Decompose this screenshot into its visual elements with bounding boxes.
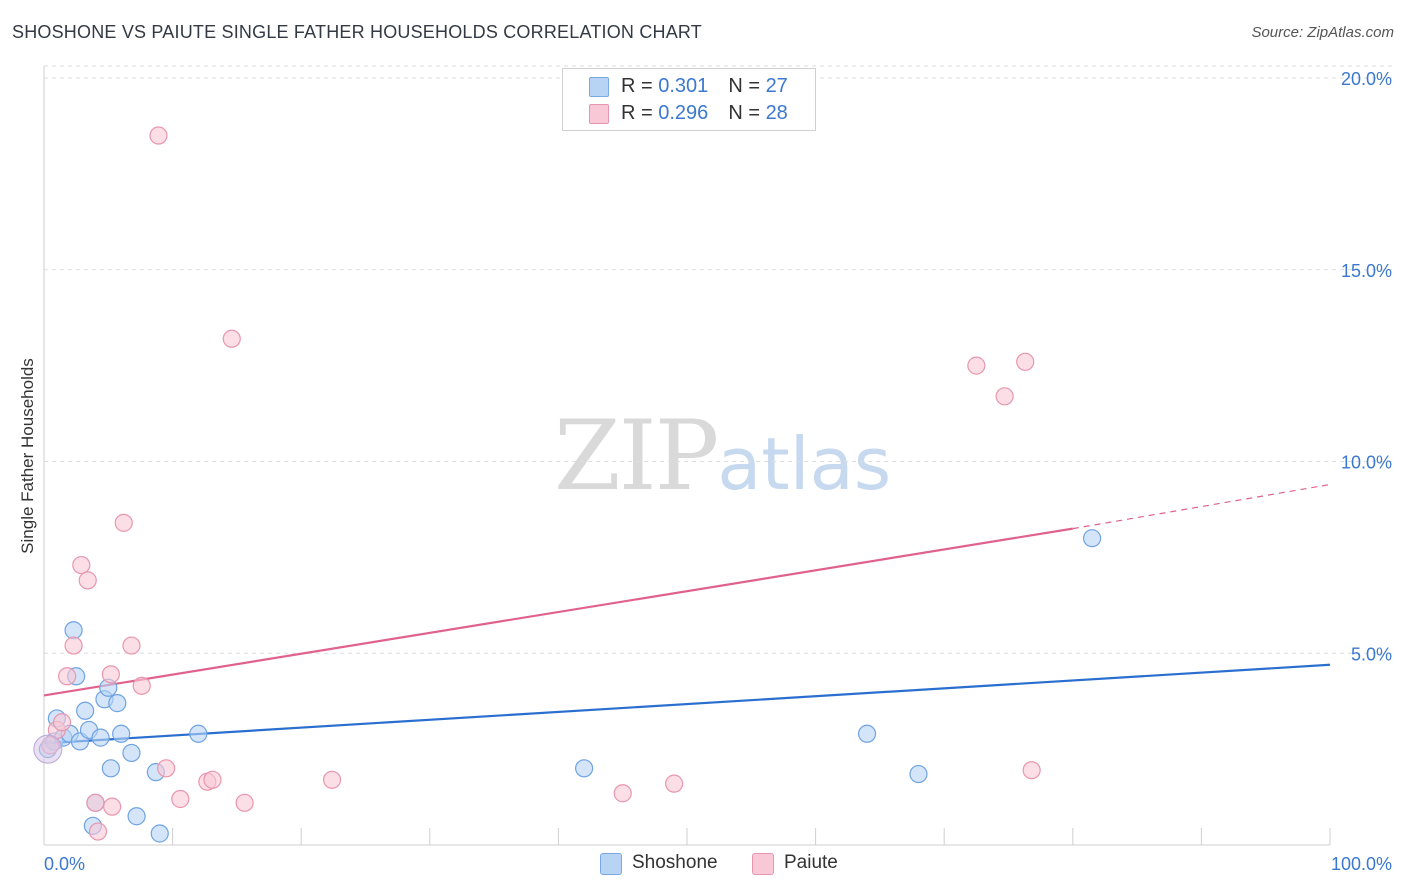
axes xyxy=(43,66,1331,846)
data-point-shoshone xyxy=(1082,529,1102,548)
data-point-shoshone xyxy=(909,764,928,784)
data-point-paiute xyxy=(1016,352,1035,371)
legend-r-label: R = xyxy=(621,102,659,124)
data-point-paiute xyxy=(203,770,222,789)
trend-line-shoshone xyxy=(43,663,1331,745)
tick-labels: 5.0% 10.0% 15.0% 20.0% 0.0% 100.0% xyxy=(44,69,1392,874)
correlation-legend: R = 0.301 N = 27 R = 0.296 N = 28 xyxy=(562,68,816,131)
trend-lines xyxy=(43,483,1331,745)
data-point-paiute xyxy=(613,784,632,803)
data-point-paiute xyxy=(101,665,120,684)
x-tick-label: 100.0% xyxy=(1331,854,1392,874)
data-point-shoshone xyxy=(112,724,131,743)
data-point-paiute xyxy=(132,676,151,695)
data-point-shoshone xyxy=(108,694,127,713)
data-point-paiute xyxy=(122,636,141,655)
data-point-shoshone xyxy=(91,728,110,747)
data-point-paiute xyxy=(149,126,168,145)
data-point-paiute xyxy=(235,793,254,812)
legend-n-value: 28 xyxy=(765,102,788,124)
trend-line-extension-paiute xyxy=(1072,483,1331,530)
data-point-cluster xyxy=(33,734,63,764)
y-tick-label: 15.0% xyxy=(1341,261,1392,281)
data-point-paiute xyxy=(86,793,105,812)
data-point-paiute xyxy=(967,356,986,375)
legend-r-value: 0.296 xyxy=(658,102,709,124)
chart-title: SHOSHONE VS PAIUTE SINGLE FATHER HOUSEHO… xyxy=(12,22,702,42)
legend-text-paiute: R = 0.296 N = 28 xyxy=(621,102,788,125)
data-point-paiute xyxy=(64,636,83,655)
data-point-paiute xyxy=(665,774,684,793)
y-axis-label: Single Father Households xyxy=(18,358,37,554)
bottom-legend-label-shoshone: Shoshone xyxy=(632,852,718,873)
y-tick-label: 5.0% xyxy=(1351,644,1392,664)
legend-n-label: N = xyxy=(728,75,766,97)
grid-lines xyxy=(44,65,1392,654)
watermark-zip: ZIP xyxy=(554,400,719,512)
x-tick-label: 0.0% xyxy=(44,854,85,874)
data-point-paiute xyxy=(58,667,77,686)
legend-r-label: R = xyxy=(621,75,659,97)
data-point-paiute xyxy=(157,759,176,778)
data-point-shoshone xyxy=(122,743,141,763)
data-point-paiute xyxy=(88,822,108,841)
data-point-shoshone xyxy=(64,621,83,640)
data-point-shoshone xyxy=(575,759,594,778)
legend-swatch-paiute xyxy=(589,104,609,124)
data-points xyxy=(33,126,1102,843)
data-point-shoshone xyxy=(127,807,146,826)
watermark: ZIPatlas xyxy=(554,400,891,512)
data-point-paiute xyxy=(72,555,91,575)
data-point-shoshone xyxy=(189,724,208,743)
legend-n-label: N = xyxy=(728,102,766,124)
legend-n-value: 27 xyxy=(765,75,788,97)
y-tick-label: 20.0% xyxy=(1341,69,1392,89)
data-point-paiute xyxy=(322,770,342,789)
data-point-paiute xyxy=(995,387,1014,406)
data-point-shoshone xyxy=(150,824,169,843)
data-point-paiute xyxy=(222,329,241,348)
data-point-paiute xyxy=(114,513,133,532)
bottom-legend-swatch-shoshone xyxy=(600,853,622,875)
data-point-shoshone xyxy=(101,759,120,778)
data-point-shoshone xyxy=(76,701,95,720)
trend-line-paiute xyxy=(43,527,1073,697)
data-point-paiute xyxy=(1022,761,1041,780)
bottom-legend-label-paiute: Paiute xyxy=(784,852,838,873)
data-point-shoshone xyxy=(857,724,877,743)
watermark-atlas: atlas xyxy=(717,422,892,506)
data-point-paiute xyxy=(52,713,72,732)
legend-text-shoshone: R = 0.301 N = 27 xyxy=(621,75,788,98)
y-tick-label: 10.0% xyxy=(1341,453,1392,473)
legend-swatch-shoshone xyxy=(589,77,609,97)
bottom-legend-swatch-paiute xyxy=(752,853,774,875)
source-label: Source: ZipAtlas.com xyxy=(1251,24,1394,41)
data-point-paiute xyxy=(103,797,122,816)
data-point-paiute xyxy=(78,571,97,590)
data-point-paiute xyxy=(171,789,190,809)
legend-r-value: 0.301 xyxy=(658,75,709,97)
